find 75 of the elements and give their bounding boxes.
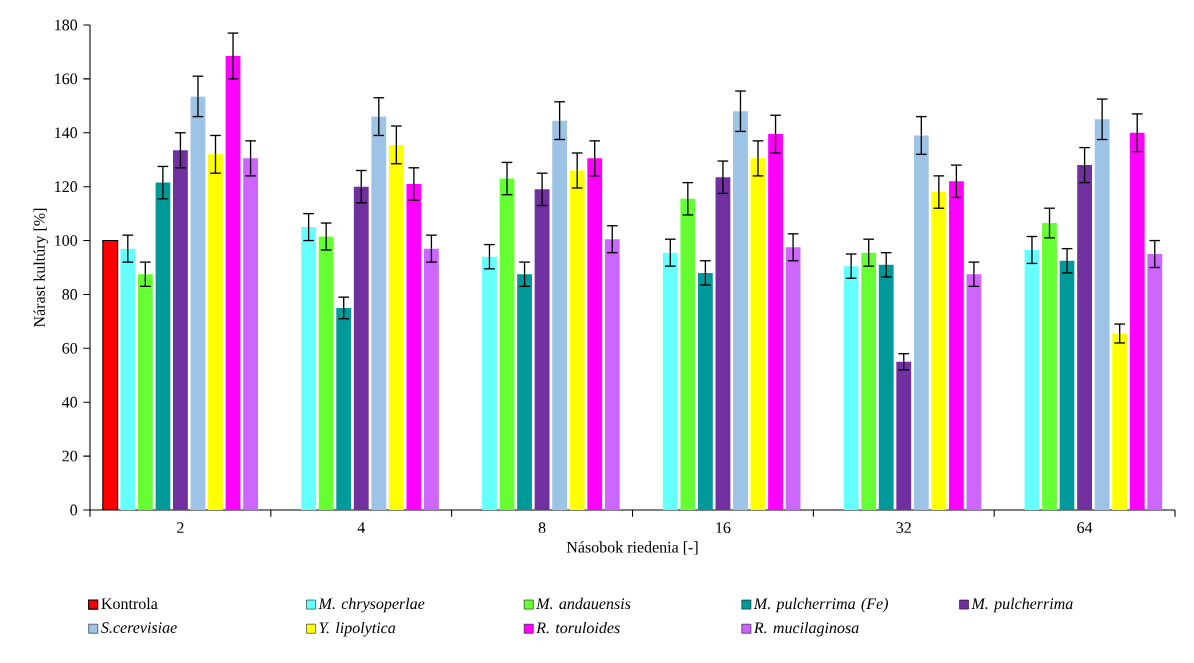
bar — [569, 170, 585, 510]
legend-label: Kontrola — [101, 597, 158, 610]
y-tick-label: 80 — [62, 289, 78, 300]
bar — [208, 154, 223, 510]
x-tick-label: 2 — [177, 522, 184, 533]
bar — [680, 198, 696, 510]
bar — [843, 266, 859, 510]
bar — [750, 158, 766, 510]
bar — [482, 256, 497, 510]
bar — [587, 158, 603, 510]
bar — [155, 182, 171, 510]
bar — [137, 274, 153, 510]
y-tick-label: 20 — [62, 450, 78, 462]
bar — [301, 227, 317, 510]
legend-label: M. andauensis — [536, 597, 631, 610]
bar — [878, 264, 894, 510]
bar — [662, 252, 678, 510]
x-tick-label: 4 — [357, 522, 366, 533]
y-tick-label: 140 — [55, 127, 78, 139]
legend-label: M. pulcherrima (Fe) — [753, 597, 888, 613]
bar — [768, 134, 783, 510]
bar — [913, 135, 929, 510]
bar — [424, 248, 439, 510]
bar — [715, 177, 731, 510]
bar — [318, 236, 334, 510]
y-tick-label: 100 — [55, 235, 78, 246]
x-tick-label: 16 — [716, 522, 731, 534]
bar — [604, 239, 620, 510]
bar — [1129, 132, 1145, 510]
bar — [120, 248, 136, 510]
bar — [1077, 165, 1093, 510]
bar — [371, 116, 387, 510]
x-tick-label: 8 — [538, 522, 546, 534]
bar — [517, 274, 532, 510]
bar — [733, 111, 748, 510]
bar — [1042, 223, 1057, 510]
bar — [336, 307, 352, 510]
y-tick-label: 160 — [55, 73, 78, 85]
bar — [1059, 260, 1075, 510]
bar — [1024, 249, 1040, 510]
bar — [534, 189, 550, 510]
y-tick-label: 180 — [55, 19, 78, 31]
y-tick-label: 0 — [70, 504, 78, 516]
y-tick-label: 120 — [55, 181, 78, 193]
bar — [785, 247, 801, 510]
x-tick-label: 32 — [896, 522, 911, 534]
bar — [406, 183, 422, 510]
bar — [388, 144, 404, 510]
legend-label: M. pulcherrima — [971, 597, 1073, 613]
bar — [1112, 333, 1128, 510]
y-tick-label: 40 — [62, 396, 78, 408]
legend-label: R. mucilaginosa — [753, 621, 859, 637]
bar — [353, 186, 369, 510]
y-tick-label: 60 — [62, 342, 78, 354]
bar — [1147, 254, 1163, 510]
legend-label: R. toruloides — [536, 621, 620, 634]
bar — [190, 96, 206, 510]
bar — [499, 178, 515, 510]
bar — [1094, 119, 1110, 510]
bar — [243, 158, 258, 510]
bar — [966, 274, 982, 510]
bar — [931, 192, 947, 510]
legend-label: S.cerevisiae — [101, 622, 177, 634]
bar — [552, 120, 568, 510]
bar — [173, 150, 188, 510]
x-tick-label: 64 — [1077, 522, 1093, 534]
legend-label: M. chrysoperlae — [318, 597, 425, 613]
legend-label: Y. lipolytica — [319, 621, 396, 637]
y-axis-title: Nárast kultúry [%] — [33, 208, 49, 328]
bar — [948, 181, 964, 510]
bar — [861, 252, 877, 510]
bar — [697, 272, 713, 510]
bar — [896, 361, 912, 510]
bar — [225, 55, 241, 510]
x-axis-title: Násobok riedenia [-] — [566, 541, 698, 555]
